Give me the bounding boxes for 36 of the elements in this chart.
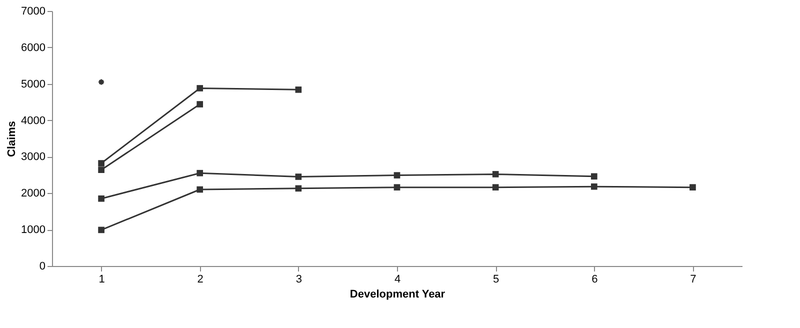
point bbox=[196, 186, 204, 193]
point bbox=[295, 86, 302, 93]
y-tick-label: 1000 bbox=[21, 224, 46, 236]
y-tick-label: 2000 bbox=[21, 188, 46, 200]
point bbox=[196, 85, 204, 92]
point bbox=[98, 160, 104, 166]
point bbox=[394, 184, 400, 190]
x-tick-label: 6 bbox=[592, 274, 598, 286]
x-axis-title: Development Year bbox=[350, 288, 446, 300]
y-tick-label: 3000 bbox=[21, 151, 46, 164]
y-axis-title: Claims bbox=[6, 120, 18, 158]
y-tick-label: 7000 bbox=[21, 6, 46, 18]
x-tick-label: 4 bbox=[394, 274, 401, 286]
point bbox=[98, 195, 104, 202]
point bbox=[590, 173, 598, 180]
y-tick-label: 0 bbox=[39, 260, 46, 272]
y-tick-label: 4000 bbox=[21, 114, 46, 127]
x-tick-label: 1 bbox=[98, 274, 105, 286]
x-tick-label: 7 bbox=[690, 274, 696, 286]
point bbox=[590, 183, 598, 190]
point bbox=[492, 171, 499, 178]
point bbox=[690, 184, 696, 190]
x-tick-label: 5 bbox=[493, 274, 500, 286]
point bbox=[98, 166, 104, 173]
point bbox=[98, 78, 105, 86]
x-tick-label: 3 bbox=[296, 274, 302, 286]
y-tick-label: 5000 bbox=[21, 78, 46, 90]
point bbox=[98, 226, 104, 234]
point bbox=[394, 172, 400, 178]
point bbox=[196, 170, 204, 176]
y-tick-label: 6000 bbox=[21, 42, 46, 54]
point bbox=[196, 101, 204, 108]
point bbox=[492, 184, 499, 190]
point bbox=[295, 185, 302, 192]
point bbox=[295, 174, 302, 180]
x-tick-label: 2 bbox=[197, 274, 204, 286]
